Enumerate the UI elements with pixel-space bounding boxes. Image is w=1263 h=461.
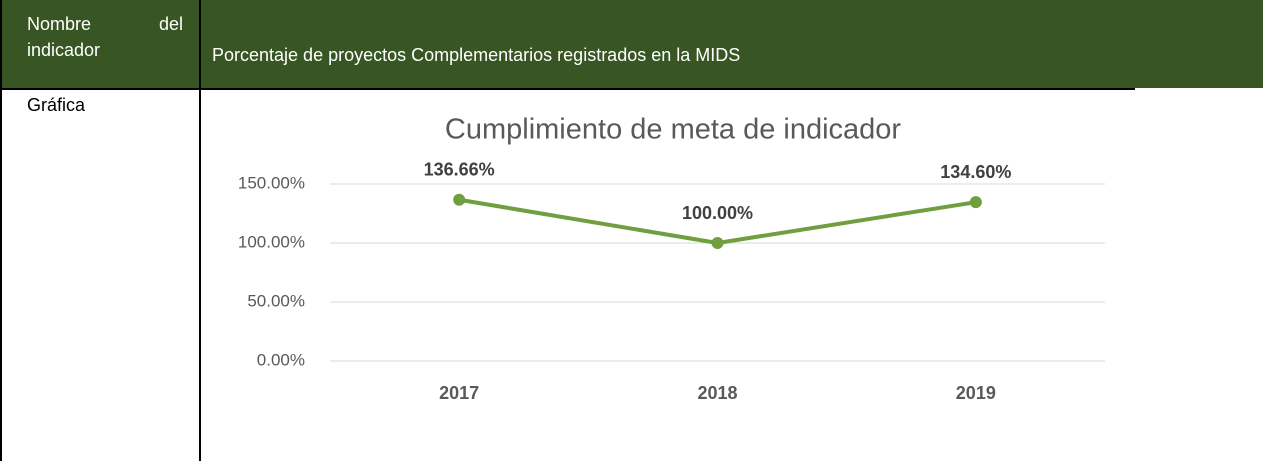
point	[711, 237, 724, 249]
header-cell: Porcentaje de proyectos Complementarios …	[212, 45, 741, 65]
data-label: 100.00%	[682, 203, 753, 223]
x-tick-label: 2017	[439, 383, 479, 403]
y-tick-label: 50.00%	[247, 291, 305, 310]
point	[453, 193, 466, 206]
border	[0, 88, 1135, 90]
x-tick-label: 2018	[697, 383, 737, 403]
border	[199, 0, 201, 461]
point	[969, 196, 982, 209]
row-label: Gráfica	[27, 95, 86, 115]
header-cell: Nombre del indicador	[27, 14, 183, 60]
y-tick-label: 150.00%	[238, 173, 305, 192]
data-label: 136.66%	[424, 159, 495, 179]
y-tick-label: 0.00%	[257, 350, 305, 369]
border	[0, 0, 2, 461]
x-tick-label: 2019	[956, 383, 996, 403]
data-label: 134.60%	[940, 162, 1011, 182]
header-row	[0, 0, 1263, 88]
chart-title: Cumplimiento de meta de indicador	[445, 114, 902, 146]
y-tick-label: 100.00%	[238, 232, 305, 251]
